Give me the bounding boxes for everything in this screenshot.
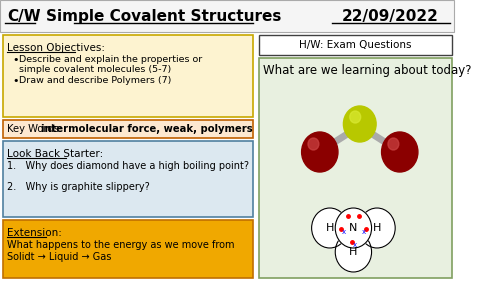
Text: Describe and explain the properties or: Describe and explain the properties or xyxy=(19,55,203,64)
Circle shape xyxy=(359,208,395,248)
Text: x: x xyxy=(362,229,366,235)
Text: •: • xyxy=(12,76,19,86)
FancyBboxPatch shape xyxy=(259,58,452,278)
FancyBboxPatch shape xyxy=(2,220,252,278)
Text: Key Words:: Key Words: xyxy=(8,124,66,134)
Text: Solidt → Liquid → Gas: Solidt → Liquid → Gas xyxy=(8,252,112,262)
Circle shape xyxy=(335,208,372,248)
Text: H: H xyxy=(349,247,358,257)
Text: 2.   Why is graphite slippery?: 2. Why is graphite slippery? xyxy=(8,182,150,192)
Text: What happens to the energy as we move from: What happens to the energy as we move fr… xyxy=(8,240,235,250)
Circle shape xyxy=(350,111,360,123)
Text: Look Back Starter:: Look Back Starter: xyxy=(8,149,104,159)
Text: Extension:: Extension: xyxy=(8,228,62,238)
Text: What are we learning about today?: What are we learning about today? xyxy=(264,64,472,77)
Text: 22/09/2022: 22/09/2022 xyxy=(342,8,439,24)
Text: Lesson Objectives:: Lesson Objectives: xyxy=(8,43,106,53)
Text: H/W: Exam Questions: H/W: Exam Questions xyxy=(299,40,412,50)
Circle shape xyxy=(312,208,348,248)
FancyBboxPatch shape xyxy=(2,35,252,117)
Text: x: x xyxy=(342,229,345,235)
Text: 1.   Why does diamond have a high boiling point?: 1. Why does diamond have a high boiling … xyxy=(8,161,250,171)
Text: C/W: C/W xyxy=(8,8,41,24)
Circle shape xyxy=(382,132,418,172)
Text: Simple Covalent Structures: Simple Covalent Structures xyxy=(46,8,281,24)
Circle shape xyxy=(302,132,338,172)
Text: H: H xyxy=(373,223,381,233)
Circle shape xyxy=(344,106,376,142)
Text: simple covalent molecules (5-7): simple covalent molecules (5-7) xyxy=(19,65,172,74)
Circle shape xyxy=(388,138,399,150)
Circle shape xyxy=(335,232,372,272)
FancyBboxPatch shape xyxy=(0,0,454,32)
Text: N: N xyxy=(349,223,358,233)
FancyBboxPatch shape xyxy=(2,120,252,138)
Text: Draw and describe Polymers (7): Draw and describe Polymers (7) xyxy=(19,76,172,85)
Text: •: • xyxy=(12,55,19,65)
Circle shape xyxy=(308,138,319,150)
FancyBboxPatch shape xyxy=(259,35,452,55)
Text: intermolecular force, weak, polymers: intermolecular force, weak, polymers xyxy=(41,124,252,134)
FancyBboxPatch shape xyxy=(2,141,252,217)
Text: H: H xyxy=(326,223,334,233)
Text: x: x xyxy=(353,242,358,248)
